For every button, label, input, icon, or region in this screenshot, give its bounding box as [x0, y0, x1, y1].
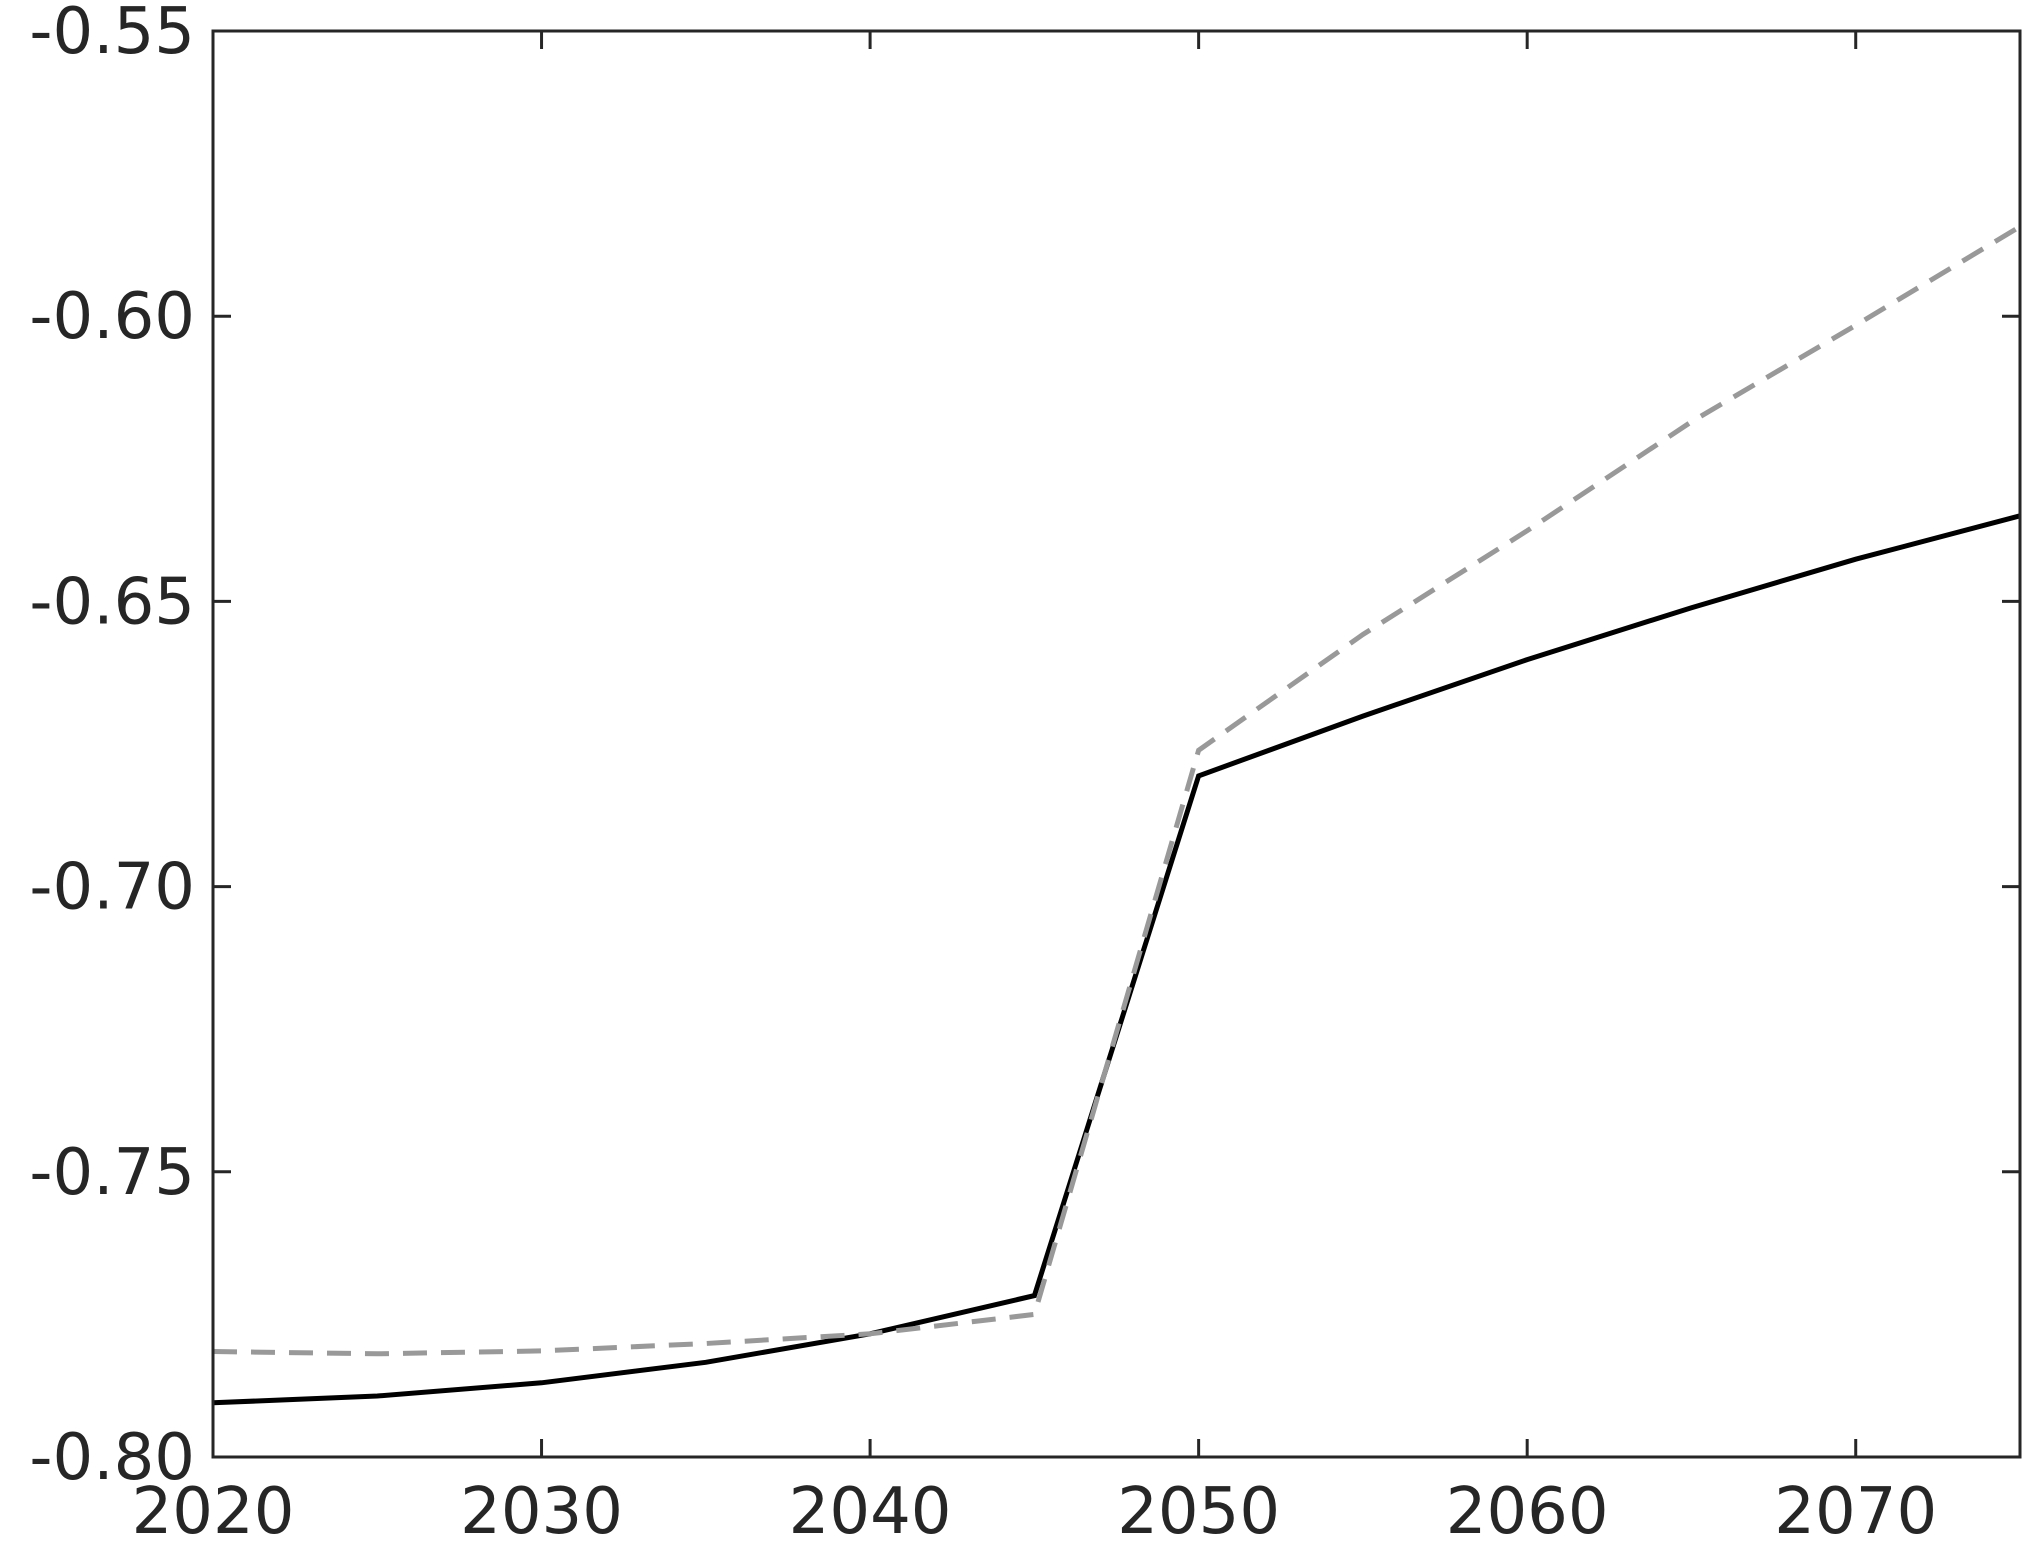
plot-frame [211, 29, 2022, 1459]
x-tick-label: 2060 [1446, 1475, 1609, 1549]
x-tick-label: 2020 [132, 1475, 295, 1549]
y-tick-label: -0.75 [29, 1136, 195, 1210]
plot-background [213, 31, 2020, 1457]
series-line-2 [212, 224, 2022, 1357]
x-tick-label: 2030 [460, 1475, 623, 1549]
x-tick-label: 2050 [1117, 1475, 1280, 1549]
y-tick-label: -0.60 [29, 280, 195, 354]
tick-layer [211, 29, 2020, 1459]
series-layer [212, 224, 2022, 1406]
y-tick-label: -0.80 [29, 1421, 195, 1495]
x-tick-label: 2040 [789, 1475, 952, 1549]
x-tick-label: 2070 [1774, 1475, 1937, 1549]
y-tick-label: -0.55 [29, 0, 195, 69]
y-tick-label: -0.65 [29, 565, 195, 639]
y-tick-label: -0.70 [29, 851, 195, 925]
label-layer: 2020 2030 2040 2050 2060 2070 -0.80 -0.75 -0.70 -… [29, 0, 1937, 1549]
